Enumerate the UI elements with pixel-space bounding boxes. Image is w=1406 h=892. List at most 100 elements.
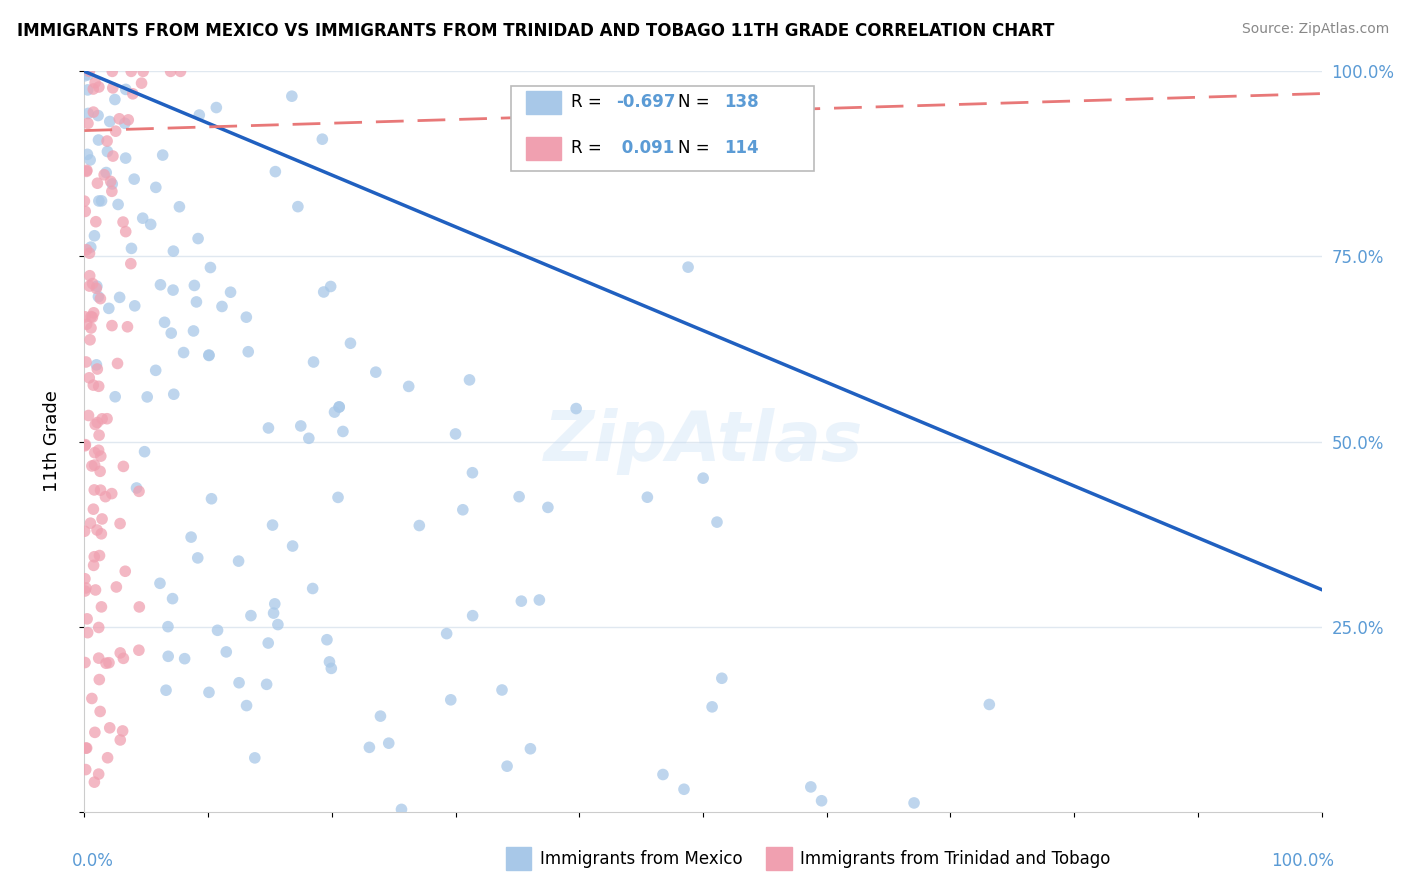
Point bbox=[100, 174, 122, 188]
Point bbox=[97, 750, 120, 764]
Point bbox=[235, 698, 257, 713]
Point bbox=[84, 582, 107, 597]
Point bbox=[800, 780, 823, 794]
Point bbox=[108, 112, 131, 126]
Point bbox=[239, 608, 262, 623]
Point bbox=[187, 550, 209, 565]
Point bbox=[157, 649, 180, 664]
Point bbox=[80, 310, 103, 324]
Point bbox=[565, 401, 588, 416]
Point bbox=[257, 421, 280, 435]
Point bbox=[73, 584, 96, 599]
Text: 138: 138 bbox=[724, 94, 759, 112]
Point bbox=[207, 624, 229, 638]
Point bbox=[80, 691, 103, 706]
Text: R =: R = bbox=[571, 139, 606, 157]
Point bbox=[153, 315, 176, 329]
Point bbox=[510, 594, 533, 608]
Point bbox=[79, 64, 101, 78]
Point bbox=[444, 426, 467, 441]
Point bbox=[101, 149, 124, 163]
Point bbox=[145, 180, 167, 194]
Point bbox=[100, 486, 122, 500]
Point bbox=[263, 606, 285, 620]
Point bbox=[132, 211, 155, 226]
Point bbox=[86, 416, 108, 430]
Point bbox=[76, 147, 98, 161]
Point bbox=[134, 444, 156, 458]
Point bbox=[76, 163, 98, 178]
Point bbox=[301, 582, 323, 596]
Point bbox=[87, 428, 110, 442]
Point bbox=[183, 278, 205, 293]
Point bbox=[82, 277, 104, 291]
Point bbox=[312, 285, 335, 299]
Point bbox=[77, 68, 100, 82]
Point bbox=[82, 378, 104, 392]
Point bbox=[76, 318, 98, 332]
Point bbox=[180, 530, 202, 544]
Point bbox=[145, 363, 167, 377]
Point bbox=[228, 554, 250, 568]
Point bbox=[537, 500, 560, 515]
Point bbox=[90, 449, 112, 463]
Point bbox=[186, 294, 208, 309]
Point bbox=[169, 200, 191, 214]
Point bbox=[328, 400, 350, 414]
Point bbox=[169, 64, 191, 78]
Point bbox=[263, 597, 285, 611]
Point bbox=[311, 132, 333, 146]
Point bbox=[87, 109, 110, 123]
Point bbox=[79, 333, 101, 347]
Point bbox=[491, 683, 513, 698]
Point bbox=[86, 358, 108, 372]
Point bbox=[114, 151, 136, 165]
Point bbox=[672, 782, 695, 797]
Point bbox=[83, 725, 105, 739]
Point bbox=[114, 82, 136, 96]
Point bbox=[89, 705, 111, 719]
Point bbox=[86, 279, 108, 293]
Point bbox=[94, 657, 117, 671]
Point bbox=[198, 348, 221, 362]
Point bbox=[112, 651, 135, 665]
Point bbox=[87, 651, 110, 665]
Point bbox=[83, 483, 105, 497]
Point bbox=[298, 431, 321, 445]
Point bbox=[87, 133, 110, 147]
Point bbox=[461, 466, 484, 480]
Point bbox=[162, 244, 184, 259]
Point bbox=[238, 344, 260, 359]
Point bbox=[706, 515, 728, 529]
Point bbox=[131, 76, 153, 90]
Point bbox=[89, 292, 111, 306]
Point bbox=[87, 620, 110, 634]
Text: 0.091: 0.091 bbox=[616, 139, 675, 157]
Point bbox=[200, 260, 222, 275]
Point bbox=[86, 362, 108, 376]
Point bbox=[321, 661, 343, 675]
Point bbox=[155, 683, 177, 698]
Point bbox=[96, 165, 118, 179]
Point bbox=[676, 260, 699, 274]
Point bbox=[136, 390, 159, 404]
Point bbox=[319, 279, 342, 293]
Point bbox=[198, 685, 221, 699]
Point bbox=[281, 89, 304, 103]
Point bbox=[75, 204, 97, 219]
Point bbox=[979, 698, 1001, 712]
Point bbox=[73, 524, 96, 539]
Point bbox=[117, 319, 139, 334]
Point bbox=[132, 64, 155, 78]
Point bbox=[77, 116, 100, 130]
Point bbox=[111, 723, 134, 738]
Point bbox=[84, 215, 107, 229]
Point bbox=[108, 290, 131, 304]
Point bbox=[149, 277, 172, 292]
Point bbox=[398, 379, 420, 393]
Point bbox=[652, 767, 675, 781]
Point bbox=[108, 516, 131, 531]
Point bbox=[302, 355, 325, 369]
Point bbox=[87, 767, 110, 781]
Point bbox=[156, 620, 179, 634]
